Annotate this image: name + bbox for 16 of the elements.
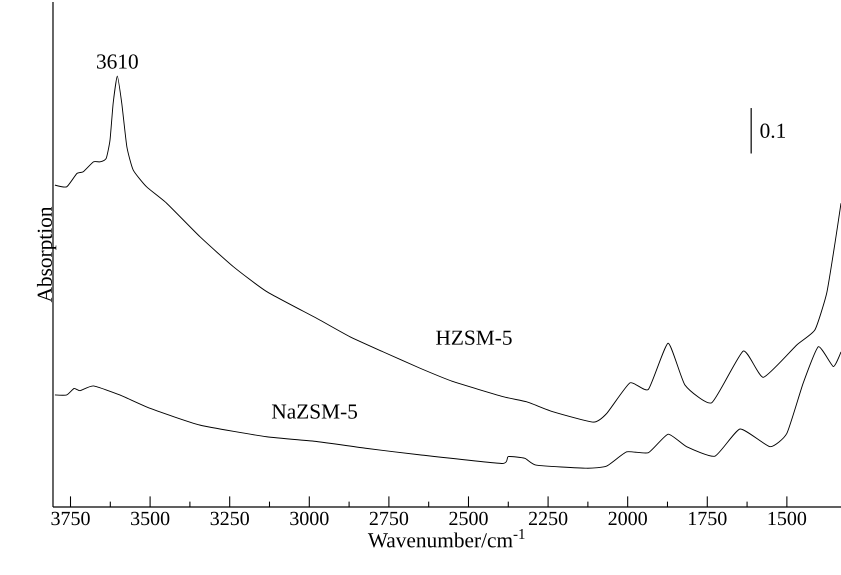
x-tick-label: 2750 <box>370 512 408 526</box>
annotation: 0.1 <box>760 124 786 138</box>
series-label: NaZSM-5 <box>272 404 358 419</box>
x-tick-label: 3250 <box>210 512 249 526</box>
series-label: HZSM-5 <box>436 330 512 345</box>
x-tick-label: 3000 <box>290 512 329 526</box>
x-tick-label: 2000 <box>608 512 647 526</box>
x-tick-label: 3750 <box>51 512 90 526</box>
x-tick-label: 1750 <box>689 512 727 526</box>
annotation: 3610 <box>97 54 138 69</box>
x-tick-label: 1500 <box>768 512 806 526</box>
x-tick-label: 3500 <box>131 512 170 526</box>
x-tick-label: 2250 <box>528 512 568 526</box>
x-tick-label: 2500 <box>449 512 488 526</box>
x-axis-title: Wavenumber/cm$^{-1}$ <box>368 529 525 548</box>
y-axis-title: Absorption <box>36 206 56 302</box>
